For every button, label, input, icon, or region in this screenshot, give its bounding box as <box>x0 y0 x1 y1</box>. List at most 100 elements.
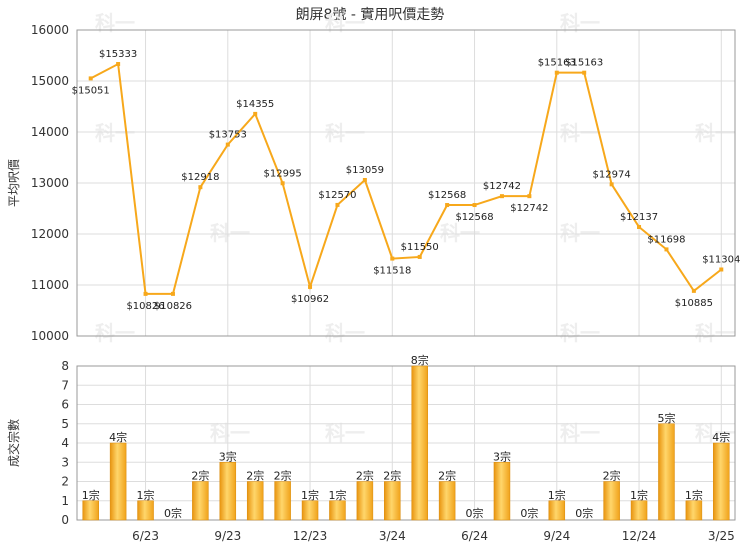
count-data-label: 2宗 <box>274 469 292 483</box>
price-data-label: $12568 <box>428 190 466 201</box>
price-point <box>664 247 669 252</box>
price-data-label: $15163 <box>538 58 576 69</box>
line-y-tick-label: 14000 <box>31 125 69 139</box>
price-data-label: $12995 <box>264 168 302 179</box>
bar-y-axis-title: 成交宗數 <box>6 419 21 467</box>
watermark: 科一 <box>560 421 600 445</box>
price-point <box>472 203 477 208</box>
count-data-label: 2宗 <box>438 469 456 483</box>
line-y-tick-label: 12000 <box>31 227 69 241</box>
watermark: 科一 <box>325 421 365 445</box>
bar-y-tick-label: 3 <box>61 455 69 469</box>
price-data-label: $14355 <box>236 99 274 110</box>
price-data-label: $15163 <box>565 58 603 69</box>
price-data-label: $12974 <box>593 169 631 180</box>
count-data-label: 1宗 <box>630 488 648 502</box>
watermark: 科一 <box>95 11 135 35</box>
count-data-label: 4宗 <box>712 430 730 444</box>
count-bar <box>192 481 209 521</box>
price-point <box>609 182 614 187</box>
price-data-label: $10885 <box>675 298 713 309</box>
line-y-tick-label: 16000 <box>31 23 69 37</box>
bar-y-tick-label: 6 <box>61 398 69 412</box>
price-data-label: $10826 <box>126 301 164 312</box>
count-bar <box>137 500 154 521</box>
x-tick-label: 9/23 <box>214 529 241 543</box>
price-point <box>308 284 313 289</box>
count-bar <box>329 500 346 521</box>
count-bar <box>630 500 648 521</box>
count-data-label: 3宗 <box>493 449 511 463</box>
x-tick-label: 6/23 <box>132 529 159 543</box>
count-data-label: 0宗 <box>520 506 538 520</box>
price-point <box>554 70 559 75</box>
bar-y-tick-label: 1 <box>61 494 69 508</box>
watermark: 科一 <box>560 121 600 145</box>
x-tick-label: 3/24 <box>379 529 406 543</box>
count-bar <box>384 481 401 521</box>
count-data-label: 1宗 <box>685 488 703 502</box>
watermark: 科一 <box>560 321 600 345</box>
watermark: 科一 <box>210 221 250 245</box>
bar-y-tick-label: 2 <box>61 475 69 489</box>
x-tick-label: 9/24 <box>543 529 570 543</box>
price-series-line <box>90 62 722 295</box>
price-data-label: $13059 <box>346 165 384 176</box>
count-data-label: 2宗 <box>603 469 621 483</box>
line-plot-frame <box>76 29 736 337</box>
count-data-label: 8宗 <box>411 353 429 367</box>
watermark: 科一 <box>95 121 135 145</box>
price-data-label: $15051 <box>72 85 110 96</box>
count-bar <box>658 423 675 521</box>
bar-y-tick-label: 8 <box>61 359 69 373</box>
count-data-label: 2宗 <box>356 469 374 483</box>
price-point <box>719 267 724 272</box>
price-data-label: $12570 <box>318 190 356 201</box>
count-data-label: 1宗 <box>301 488 319 502</box>
count-bar <box>274 481 291 521</box>
price-data-label: $10962 <box>291 294 329 305</box>
watermark: 科一 <box>695 321 735 345</box>
count-data-label: 0宗 <box>575 506 593 520</box>
count-bar <box>109 442 127 521</box>
price-point <box>527 194 532 199</box>
line-y-axis-title: 平均呎價 <box>7 159 21 207</box>
count-bar <box>548 500 566 521</box>
line-y-tick-label: 15000 <box>31 74 69 88</box>
count-bar <box>219 462 237 521</box>
price-point <box>445 203 450 208</box>
watermark: 科一 <box>325 121 365 145</box>
price-data-label: $10826 <box>154 301 192 312</box>
bar-plot-frame <box>76 365 736 521</box>
count-data-label: 2宗 <box>383 469 401 483</box>
price-point <box>637 225 642 230</box>
watermark: 科一 <box>695 121 735 145</box>
count-data-label: 2宗 <box>191 469 209 483</box>
price-data-label: $12742 <box>483 181 521 192</box>
price-data-label: $11550 <box>401 242 439 253</box>
watermark: 科一 <box>325 321 365 345</box>
bar-y-tick-label: 0 <box>61 513 69 527</box>
price-data-label: $11518 <box>373 266 411 277</box>
line-y-tick-label: 10000 <box>31 329 69 343</box>
x-tick-label: 6/24 <box>461 529 488 543</box>
watermark: 科一 <box>440 221 480 245</box>
price-data-label: $11698 <box>647 234 685 245</box>
count-data-label: 1宗 <box>137 488 155 502</box>
count-data-label: 1宗 <box>548 488 566 502</box>
price-point <box>390 256 395 261</box>
count-data-label: 2宗 <box>246 469 264 483</box>
count-bar <box>603 481 620 521</box>
price-data-label: $12568 <box>455 212 493 223</box>
watermark: 科一 <box>95 321 135 345</box>
line-y-tick-label: 13000 <box>31 176 69 190</box>
count-bar <box>246 481 264 521</box>
price-point <box>225 142 230 147</box>
x-tick-label: 12/23 <box>293 529 328 543</box>
count-data-label: 1宗 <box>82 488 100 502</box>
price-point <box>417 254 422 259</box>
price-data-label: $12918 <box>181 172 219 183</box>
count-bar <box>301 500 319 521</box>
